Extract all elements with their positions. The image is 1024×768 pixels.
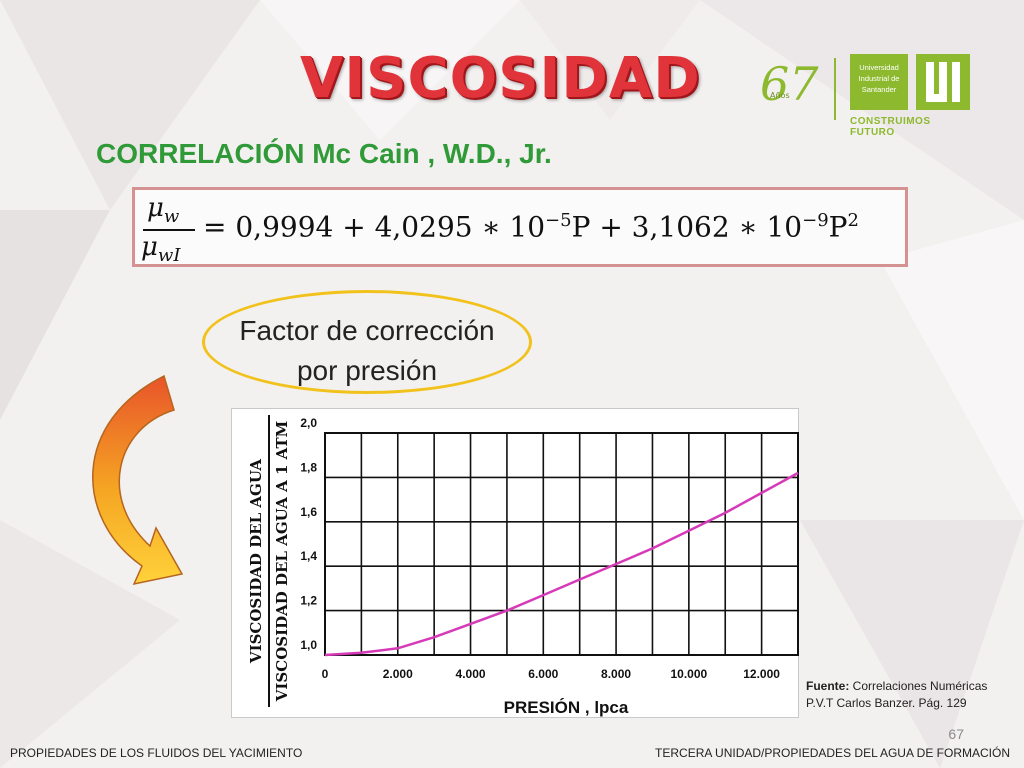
y-tick-label: 1,8 — [300, 460, 317, 474]
y-tick-label: 1,0 — [300, 638, 317, 652]
series-line — [324, 471, 799, 657]
callout-line-1: Factor de corrección — [239, 315, 495, 346]
source-text: Correlaciones Numéricas P.V.T Carlos Ban… — [806, 679, 988, 710]
y-tick-label: 1,6 — [300, 505, 317, 519]
y-axis-label: VISCOSIDAD DEL AGUA VISCOSIDAD DEL AGUA A… — [247, 415, 291, 707]
x-tick-label: 12.000 — [743, 667, 780, 681]
x-tick-label: 8.000 — [601, 667, 631, 681]
page-number: 67 — [948, 726, 964, 742]
callout-text: Factor de corrección por presión — [202, 311, 532, 391]
source-citation: Fuente: Correlaciones Numéricas P.V.T Ca… — [806, 678, 1006, 712]
formula-numerator: μw — [147, 193, 180, 228]
callout-ellipse — [202, 290, 532, 394]
x-axis-label: PRESIÓN , lpca — [504, 698, 629, 717]
university-logo: 67 Años Universidad Industrial de Santan… — [756, 48, 976, 138]
chart-panel: 0 2.000 4.000 6.000 8.000 10.000 12.000 1,0 1,2 1… — [231, 408, 799, 718]
plot-frame — [324, 432, 799, 656]
correlation-subtitle: CORRELACIÓN Mc Cain , W.D., Jr. — [96, 138, 552, 169]
formula-right-side: = 0,9994 + 4,0295 ∗ 10−5P + 3,1062 ∗ 10−… — [203, 210, 859, 244]
x-tick-label: 0 — [322, 667, 329, 681]
x-tick-label: 6.000 — [528, 667, 558, 681]
y-tick-label: 2,0 — [300, 416, 317, 430]
x-tick-label: 2.000 — [383, 667, 413, 681]
uis-mark-icon — [916, 54, 970, 110]
x-tick-label: 4.000 — [456, 667, 486, 681]
university-name: Universidad Industrial de Santander — [850, 54, 908, 110]
y-axis-label-denominator: VISCOSIDAD DEL AGUA A 1 ATM — [273, 421, 291, 702]
formula-box: μw μwI = 0,9994 + 4,0295 ∗ 10−5P + 3,106… — [132, 187, 908, 267]
x-tick-label: 10.000 — [670, 667, 707, 681]
y-tick-label: 1,4 — [300, 549, 317, 563]
curved-arrow-icon — [92, 374, 184, 586]
source-label: Fuente: — [806, 679, 850, 693]
y-tick-label: 1,2 — [300, 594, 317, 608]
formula-denominator: μwI — [141, 232, 181, 267]
fraction-bar — [143, 229, 195, 231]
pressure-correction-chart: 0 2.000 4.000 6.000 8.000 10.000 12.000 1,0 1,2 1… — [247, 415, 799, 717]
logo-divider — [834, 58, 836, 120]
footer-right: TERCERA UNIDAD/PROPIEDADES DEL AGUA DE F… — [655, 746, 1010, 760]
slide-title: VISCOSIDAD — [300, 46, 701, 111]
logo-tagline: CONSTRUIMOS FUTURO — [850, 116, 931, 138]
y-axis-label-numerator: VISCOSIDAD DEL AGUA — [247, 459, 265, 664]
footer-left: PROPIEDADES DE LOS FLUIDOS DEL YACIMIENT… — [10, 746, 303, 760]
anniversary-number: 67 — [760, 57, 819, 111]
anniversary-67-icon: 67 Años — [760, 57, 819, 111]
anniversary-word: Años — [770, 91, 790, 100]
callout-line-2: por presión — [296, 355, 438, 386]
